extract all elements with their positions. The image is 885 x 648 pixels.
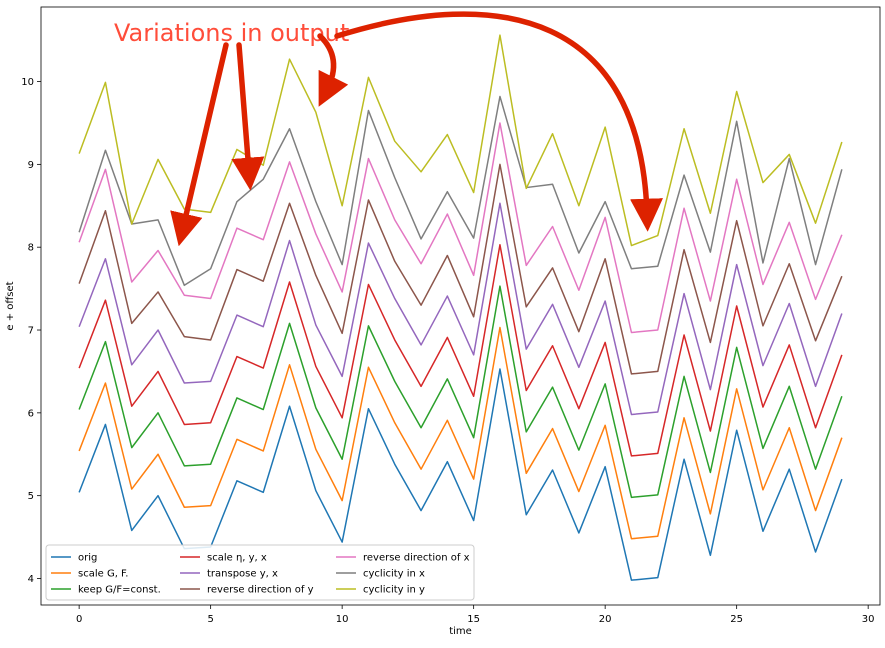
legend-label: transpose y, x bbox=[207, 569, 278, 580]
legend-label: reverse direction of x bbox=[363, 553, 470, 564]
legend-label: cyclicity in x bbox=[363, 569, 425, 580]
x-tick-label: 15 bbox=[467, 614, 480, 625]
annotation-arrow-2 bbox=[317, 33, 349, 107]
legend-label: keep G/F=const. bbox=[78, 585, 161, 596]
plot-area bbox=[41, 7, 880, 605]
y-tick-label: 8 bbox=[28, 243, 34, 254]
series-line-7 bbox=[78, 95, 843, 287]
y-axis-label: e + offset bbox=[5, 281, 16, 330]
axes-frame bbox=[40, 6, 881, 606]
y-tick-label: 7 bbox=[28, 326, 34, 337]
annotation: Variations in output bbox=[114, 11, 663, 247]
legend-label: scale η, y, x bbox=[207, 553, 267, 564]
y-tick-label: 10 bbox=[21, 77, 34, 88]
legend-label: cyclicity in y bbox=[363, 585, 425, 596]
legend-label: scale G, F. bbox=[78, 569, 128, 580]
annotation-text: Variations in output bbox=[114, 19, 349, 47]
x-tick-label: 30 bbox=[862, 614, 875, 625]
legend-label: orig bbox=[78, 553, 97, 564]
series-line-8 bbox=[78, 34, 843, 247]
x-axis-label: time bbox=[449, 626, 472, 637]
legend-box bbox=[45, 544, 475, 601]
legend-label: reverse direction of y bbox=[207, 585, 314, 596]
y-tick-label: 4 bbox=[28, 574, 34, 585]
x-tick-label: 5 bbox=[207, 614, 213, 625]
legend: orig scale G, F. keep G/F=const. scale η, y… bbox=[45, 544, 475, 601]
annotation-arrow-3 bbox=[334, 11, 663, 232]
series-line-6 bbox=[78, 122, 843, 334]
y-tick-label: 6 bbox=[28, 408, 34, 419]
series-line-5 bbox=[78, 163, 843, 375]
x-tick-label: 25 bbox=[730, 614, 743, 625]
x-tick-label: 20 bbox=[599, 614, 612, 625]
plot-background bbox=[41, 7, 880, 605]
y-tick-label: 5 bbox=[28, 491, 34, 502]
axes: 0 5 10 15 20 25 30 4 5 6 7 8 9 10 time e + offset bbox=[5, 6, 881, 637]
annotation-arrow-1 bbox=[231, 42, 265, 191]
y-tick-label: 9 bbox=[28, 160, 34, 171]
series-line-2 bbox=[78, 285, 843, 499]
series-line-4 bbox=[78, 202, 843, 416]
x-tick-label: 10 bbox=[336, 614, 349, 625]
series-line-3 bbox=[78, 243, 843, 457]
annotation-arrow-0 bbox=[170, 42, 229, 247]
x-tick-label: 0 bbox=[76, 614, 82, 625]
series-line-1 bbox=[78, 326, 843, 540]
